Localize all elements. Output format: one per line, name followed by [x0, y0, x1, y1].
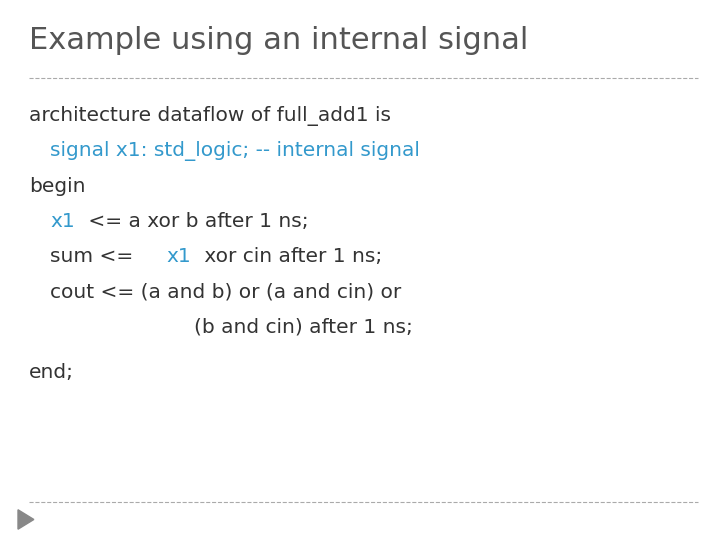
- Text: x1: x1: [50, 212, 75, 231]
- Text: Example using an internal signal: Example using an internal signal: [29, 26, 528, 55]
- Text: sum <=: sum <=: [50, 247, 140, 266]
- Polygon shape: [18, 510, 34, 529]
- Text: signal x1: std_logic; -- internal signal: signal x1: std_logic; -- internal signal: [50, 141, 420, 161]
- Text: x1: x1: [166, 247, 191, 266]
- Text: end;: end;: [29, 363, 73, 382]
- Text: <= a xor b after 1 ns;: <= a xor b after 1 ns;: [82, 212, 309, 231]
- Text: begin: begin: [29, 177, 85, 196]
- Text: xor cin after 1 ns;: xor cin after 1 ns;: [198, 247, 382, 266]
- Text: cout <= (a and b) or (a and cin) or: cout <= (a and b) or (a and cin) or: [50, 282, 402, 301]
- Text: (b and cin) after 1 ns;: (b and cin) after 1 ns;: [194, 317, 413, 336]
- Text: architecture dataflow of full_add1 is: architecture dataflow of full_add1 is: [29, 106, 391, 126]
